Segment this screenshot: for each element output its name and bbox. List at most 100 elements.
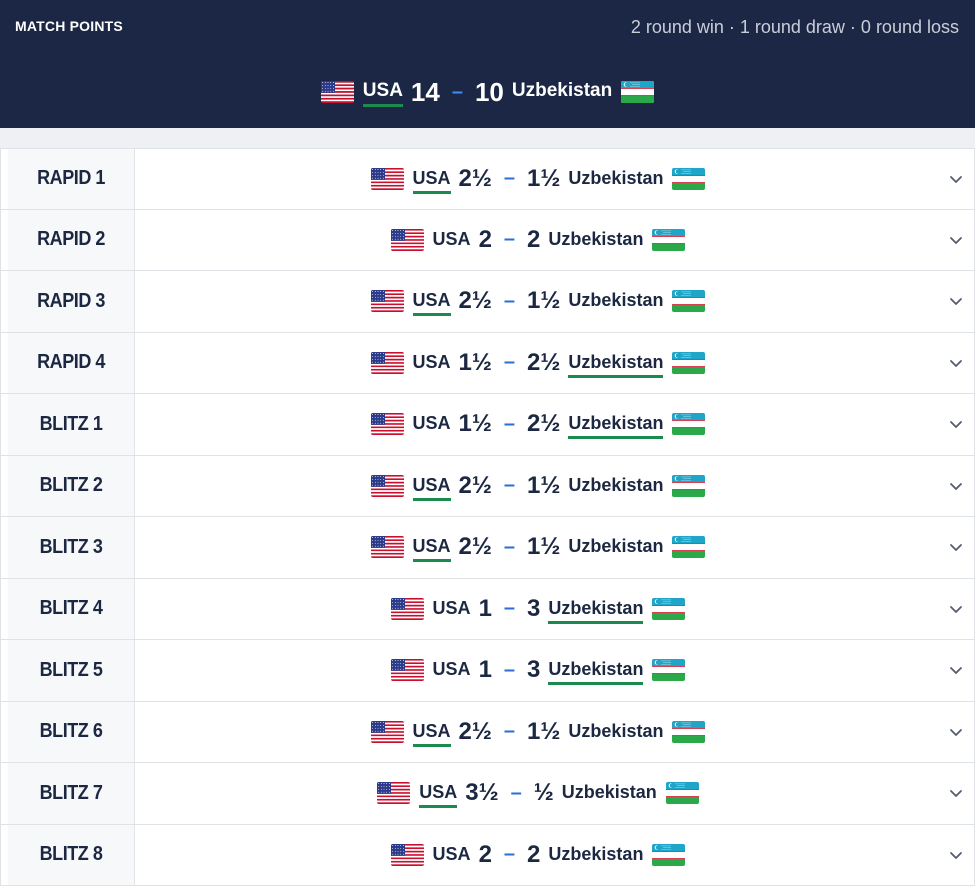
score-separator: – (503, 843, 516, 866)
usa-flag-icon (370, 536, 404, 559)
round-row[interactable]: BLITZ 8 USA 2 – 2 Uzbekistan (0, 824, 975, 886)
round-row[interactable]: BLITZ 7 USA 3½ – ½ Uzbekistan (0, 763, 975, 825)
round-row[interactable]: RAPID 2 USA 2 – 2 Uzbekistan (0, 209, 975, 271)
round-score: USA 2 – 2 Uzbekistan (142, 210, 974, 271)
round-score: USA 3½ – ½ Uzbekistan (142, 763, 974, 824)
usa-flag-icon (370, 413, 404, 436)
home-team-name: USA (412, 535, 451, 563)
uzbekistan-flag-icon (672, 290, 706, 313)
score-separator: – (451, 80, 463, 103)
away-team-name: Uzbekistan (568, 290, 664, 311)
round-row[interactable]: RAPID 4 USA 1½ – 2½ Uzbekistan (0, 332, 975, 394)
round-label: BLITZ 1 (8, 394, 135, 455)
round-row[interactable]: BLITZ 6 USA 2½ – 1½ Uzbekistan (0, 701, 975, 763)
home-team-name: USA (412, 351, 451, 372)
away-team-score: 2 (527, 840, 541, 868)
score-separator: – (503, 597, 516, 620)
usa-flag-icon (390, 659, 424, 682)
round-row[interactable]: BLITZ 5 USA 1 – 3 Uzbekistan (0, 640, 975, 702)
usa-flag-icon (390, 228, 424, 251)
score-separator: – (503, 720, 516, 743)
uzbekistan-flag-icon (672, 720, 706, 743)
score-separator: – (510, 781, 522, 804)
away-team-score: 2½ (527, 410, 561, 438)
uzbekistan-flag-icon (621, 81, 655, 103)
chevron-down-icon[interactable] (948, 724, 964, 740)
round-row[interactable]: BLITZ 1 USA 1½ – 2½ Uzbekistan (0, 394, 975, 456)
round-score: USA 2½ – 1½ Uzbekistan (142, 702, 974, 763)
usa-flag-icon (390, 597, 424, 620)
chevron-down-icon[interactable] (948, 785, 964, 801)
away-team-score: 1½ (527, 287, 561, 315)
away-team-name: Uzbekistan (548, 228, 644, 249)
home-team-name: USA (412, 720, 451, 747)
round-row[interactable]: BLITZ 2 USA 2½ – 1½ Uzbekistan (0, 455, 975, 517)
chevron-down-icon[interactable] (948, 293, 964, 309)
away-team-score: 1½ (527, 533, 561, 561)
section-divider (0, 128, 975, 148)
away-team-name: Uzbekistan (568, 474, 664, 495)
chevron-down-icon[interactable] (948, 416, 964, 432)
round-row[interactable]: RAPID 3 USA 2½ – 1½ Uzbekistan (0, 271, 975, 333)
round-row[interactable]: BLITZ 4 USA 1 – 3 Uzbekistan (0, 578, 975, 640)
overall-score: USA 14 – 10 Uzbekistan (0, 74, 975, 110)
chevron-down-icon[interactable] (948, 355, 964, 371)
home-team-score: 1 (478, 594, 492, 622)
usa-flag-icon (370, 167, 404, 190)
round-row[interactable]: BLITZ 3 USA 2½ – 1½ Uzbekistan (0, 517, 975, 579)
round-score: USA 1 – 3 Uzbekistan (142, 640, 974, 701)
home-team-score: 1 (478, 656, 492, 684)
home-team-name: USA (419, 781, 458, 809)
away-team-name: Uzbekistan (568, 720, 664, 741)
round-record: 2 round win · 1 round draw · 0 round los… (630, 17, 959, 37)
usa-flag-icon (370, 720, 404, 743)
uzbekistan-flag-icon (652, 659, 686, 682)
usa-flag-icon (377, 782, 411, 805)
match-points-title: MATCH POINTS (15, 18, 123, 34)
home-team-score: 2½ (458, 717, 492, 745)
home-team-score: 3½ (465, 779, 499, 807)
home-team-name: USA (432, 228, 471, 249)
home-team-name: USA (412, 413, 451, 434)
score-separator: – (503, 351, 516, 374)
chevron-down-icon[interactable] (948, 232, 964, 248)
away-team-score: 3 (527, 594, 541, 622)
away-team-score: 10 (474, 76, 504, 107)
home-team-name: USA (432, 659, 471, 680)
away-team-name: Uzbekistan (548, 597, 644, 624)
chevron-down-icon[interactable] (948, 847, 964, 863)
home-team-score: 2½ (458, 533, 492, 561)
home-team-score: 1½ (458, 348, 492, 376)
round-label: BLITZ 3 (8, 517, 135, 578)
chevron-down-icon[interactable] (948, 171, 964, 187)
usa-flag-icon (370, 474, 404, 497)
away-team-score: 1½ (527, 164, 561, 192)
score-separator: – (503, 474, 516, 497)
away-team-name: Uzbekistan (568, 536, 664, 557)
uzbekistan-flag-icon (672, 536, 706, 559)
round-label: BLITZ 8 (8, 824, 135, 885)
round-score: USA 2½ – 1½ Uzbekistan (142, 517, 974, 578)
away-team-score: 1½ (527, 717, 561, 745)
chevron-down-icon[interactable] (948, 662, 964, 678)
away-team-score: ½ (533, 779, 554, 807)
score-separator: – (503, 289, 516, 312)
home-team-score: 2½ (458, 164, 492, 192)
chevron-down-icon[interactable] (948, 601, 964, 617)
usa-flag-icon (370, 290, 404, 313)
chevron-down-icon[interactable] (948, 478, 964, 494)
round-score: USA 2½ – 1½ Uzbekistan (142, 456, 974, 517)
score-separator: – (503, 535, 516, 558)
round-label: BLITZ 6 (8, 701, 135, 762)
round-label: BLITZ 5 (8, 640, 135, 701)
chevron-down-icon[interactable] (948, 539, 964, 555)
rounds-table: RAPID 1 USA 2½ – 1½ Uzbekistan RAPID 2 U… (0, 148, 975, 886)
round-row[interactable]: RAPID 1 USA 2½ – 1½ Uzbekistan (0, 148, 975, 210)
away-team-name: Uzbekistan (568, 351, 664, 378)
home-team-name: USA (432, 597, 471, 618)
round-score: USA 1½ – 2½ Uzbekistan (142, 394, 974, 455)
round-label: BLITZ 7 (8, 763, 135, 824)
round-label: RAPID 4 (8, 332, 135, 393)
uzbekistan-flag-icon (652, 597, 686, 620)
home-team-score: 14 (410, 76, 440, 107)
